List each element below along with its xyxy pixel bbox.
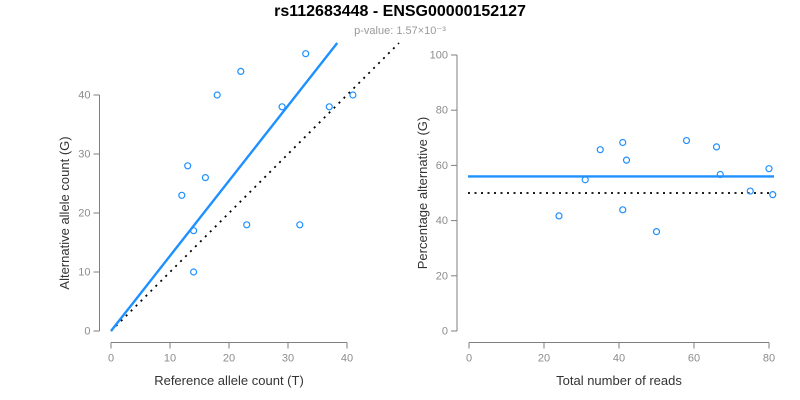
data-point	[765, 165, 773, 173]
x-tick-label: 20	[223, 353, 235, 365]
y-tick-label: 60	[436, 160, 448, 172]
data-point	[716, 170, 724, 179]
allele-count-scatter: 0 10 20 30 40 0 10 20 30 40 Reference allele count…	[57, 42, 400, 388]
data-point	[596, 146, 604, 154]
data-point	[243, 221, 251, 229]
data-point	[769, 191, 777, 199]
plot-title: rs112683448 - ENSG00000152127	[274, 3, 526, 20]
data-point	[746, 187, 754, 195]
y-tick-label: 0	[442, 326, 448, 338]
y-tick-label: 0	[84, 326, 90, 338]
data-point	[201, 174, 209, 182]
data-point	[712, 143, 721, 151]
data-point	[325, 103, 333, 111]
x-tick-label: 10	[164, 353, 176, 365]
data-point	[213, 91, 221, 99]
plot-subtitle: p-value: 1.57×10⁻³	[354, 25, 446, 37]
x-tick-label: 0	[466, 353, 472, 365]
data-point	[278, 103, 286, 111]
data-point	[581, 176, 589, 184]
data-point	[652, 228, 661, 236]
data-point	[302, 50, 310, 58]
y-tick-label: 40	[436, 215, 448, 227]
data-point	[184, 162, 192, 170]
data-point	[190, 227, 198, 235]
y-tick-label: 20	[78, 208, 90, 220]
x-tick-label: 40	[341, 353, 353, 365]
percentage-alternative-scatter: 0 20 40 60 80 0 20 40 60 80 100 Total number of rea…	[415, 50, 777, 388]
y-tick-label: 40	[78, 90, 90, 102]
y-tick-label: 10	[78, 267, 90, 279]
y-tick-label: 100	[430, 50, 448, 62]
data-point	[296, 221, 304, 229]
data-point	[190, 268, 198, 276]
data-point	[237, 67, 245, 76]
y-axis-title: Percentage alternative (G)	[415, 117, 430, 269]
data-point	[622, 156, 631, 164]
x-tick-label: 0	[108, 353, 114, 365]
x-tick-label: 30	[282, 353, 294, 365]
x-axis-title: Total number of reads	[556, 373, 682, 388]
x-tick-label: 20	[538, 353, 550, 365]
reference-line	[110, 42, 400, 332]
x-tick-label: 80	[763, 353, 775, 365]
data-point	[619, 206, 627, 214]
data-point	[349, 91, 357, 99]
y-axis-title: Alternative allele count (G)	[57, 136, 72, 289]
y-tick-label: 20	[436, 270, 448, 282]
x-axis-title: Reference allele count (T)	[154, 373, 304, 388]
fit-line	[110, 42, 339, 332]
x-tick-label: 40	[613, 353, 625, 365]
data-point	[178, 191, 186, 199]
data-point	[682, 136, 691, 145]
y-tick-label: 30	[78, 149, 90, 161]
y-tick-label: 80	[436, 105, 448, 117]
x-tick-label: 60	[688, 353, 700, 365]
data-point	[555, 212, 563, 220]
data-point	[619, 138, 627, 147]
